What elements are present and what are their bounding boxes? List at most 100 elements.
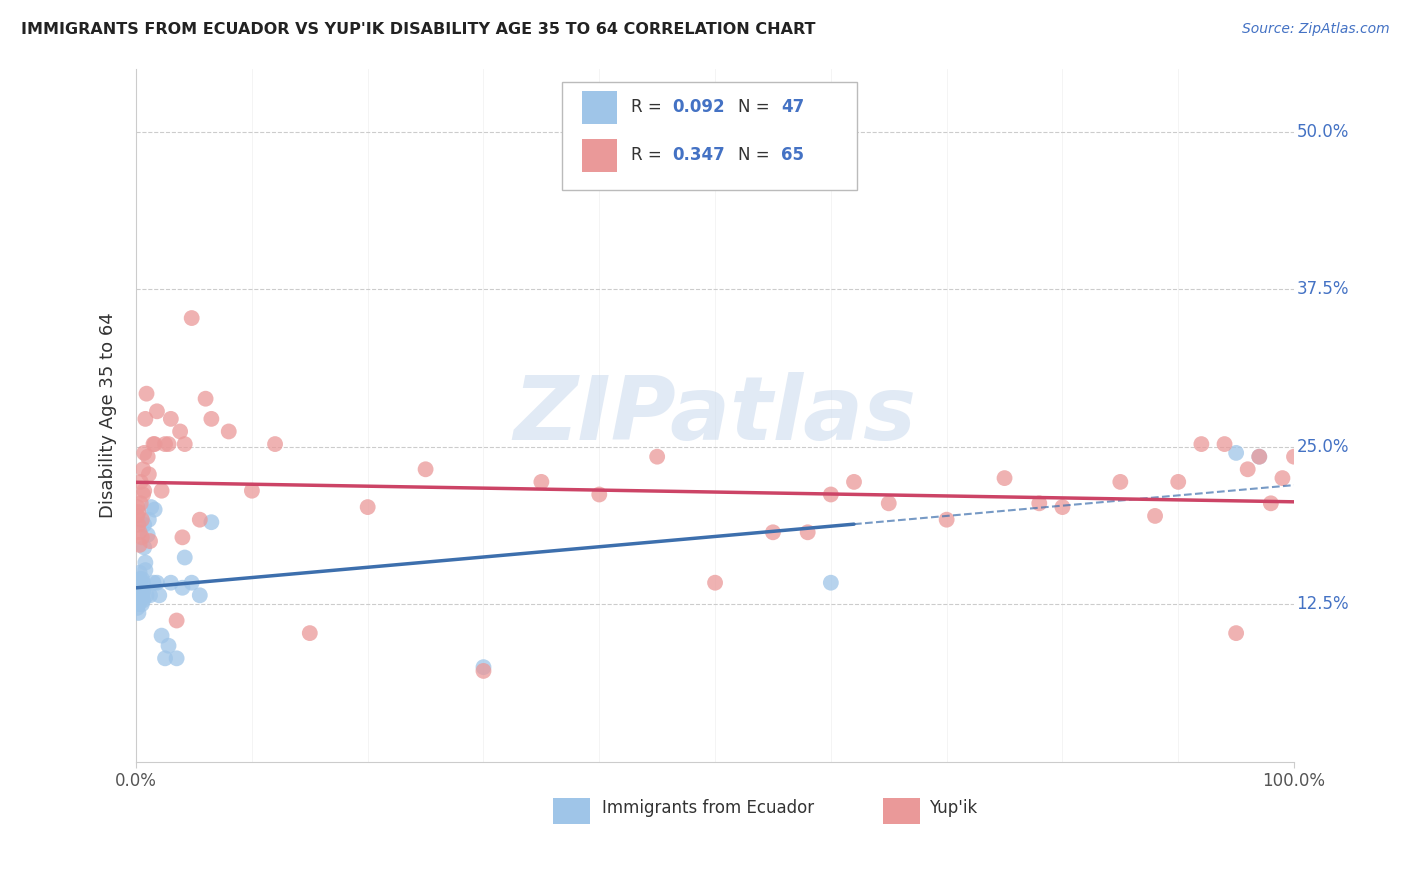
Point xyxy=(128,588,150,602)
Text: Source: ZipAtlas.com: Source: ZipAtlas.com xyxy=(1241,22,1389,37)
Point xyxy=(128,525,150,540)
Point xyxy=(588,487,610,501)
Point xyxy=(127,606,149,620)
Point xyxy=(357,500,380,514)
Point xyxy=(472,660,495,674)
Point xyxy=(1249,450,1271,464)
Point xyxy=(530,475,553,489)
Point xyxy=(148,588,170,602)
Text: IMMIGRANTS FROM ECUADOR VS YUP'IK DISABILITY AGE 35 TO 64 CORRELATION CHART: IMMIGRANTS FROM ECUADOR VS YUP'IK DISABI… xyxy=(21,22,815,37)
Text: 25.0%: 25.0% xyxy=(1296,438,1348,456)
Text: N =: N = xyxy=(738,97,775,116)
Point xyxy=(704,575,727,590)
Point xyxy=(993,471,1015,485)
Point xyxy=(136,528,159,542)
Point xyxy=(762,525,785,540)
Text: Yup'ik: Yup'ik xyxy=(929,799,977,817)
Point xyxy=(150,629,173,643)
Point xyxy=(132,462,155,476)
Point xyxy=(1236,462,1258,476)
Point xyxy=(134,446,156,460)
Point xyxy=(1225,626,1247,640)
Point xyxy=(1167,475,1189,489)
Point xyxy=(136,450,159,464)
Point xyxy=(127,500,149,514)
Point xyxy=(153,437,176,451)
Point xyxy=(138,513,160,527)
Point xyxy=(842,475,865,489)
Point xyxy=(172,581,194,595)
Point xyxy=(127,508,149,523)
Point xyxy=(128,538,150,552)
Point xyxy=(139,534,162,549)
Point xyxy=(127,588,149,602)
Point xyxy=(129,578,152,592)
Point xyxy=(200,515,222,529)
Point xyxy=(131,513,153,527)
Point xyxy=(1144,508,1167,523)
Point xyxy=(188,588,211,602)
Point xyxy=(143,437,166,451)
Point xyxy=(194,392,217,406)
Point xyxy=(127,505,149,519)
Point xyxy=(131,597,153,611)
Point xyxy=(180,311,202,326)
Point xyxy=(264,437,287,451)
FancyBboxPatch shape xyxy=(582,91,617,124)
Point xyxy=(180,575,202,590)
Point xyxy=(142,575,165,590)
Point xyxy=(129,584,152,599)
Point xyxy=(127,593,149,607)
Point xyxy=(129,593,152,607)
Point xyxy=(472,664,495,678)
Point xyxy=(1282,450,1305,464)
Point xyxy=(820,575,842,590)
Text: 0.347: 0.347 xyxy=(672,146,725,164)
Point xyxy=(132,487,155,501)
Point xyxy=(127,578,149,592)
Point xyxy=(877,496,900,510)
Point xyxy=(645,450,668,464)
Point xyxy=(1249,450,1271,464)
Point xyxy=(166,651,188,665)
Point xyxy=(131,530,153,544)
Point xyxy=(169,425,191,439)
Point xyxy=(1052,500,1074,514)
Text: Immigrants from Ecuador: Immigrants from Ecuador xyxy=(602,799,814,817)
Text: R =: R = xyxy=(630,146,666,164)
Point xyxy=(128,572,150,586)
Text: 37.5%: 37.5% xyxy=(1296,280,1348,298)
Point xyxy=(139,588,162,602)
Point xyxy=(128,581,150,595)
Point xyxy=(415,462,437,476)
Point xyxy=(218,425,240,439)
Text: R =: R = xyxy=(630,97,666,116)
Point xyxy=(160,575,183,590)
FancyBboxPatch shape xyxy=(562,82,858,190)
Text: N =: N = xyxy=(738,146,775,164)
Point xyxy=(150,483,173,498)
Point xyxy=(131,588,153,602)
Point xyxy=(135,386,157,401)
Point xyxy=(153,651,176,665)
Point xyxy=(796,525,818,540)
Point xyxy=(127,517,149,532)
Point xyxy=(820,487,842,501)
Point xyxy=(1189,437,1212,451)
Point xyxy=(935,513,957,527)
Point xyxy=(127,584,149,599)
Point xyxy=(129,475,152,489)
Point xyxy=(129,496,152,510)
Point xyxy=(134,412,156,426)
Point xyxy=(160,412,183,426)
Point xyxy=(1271,471,1294,485)
Point xyxy=(134,541,156,555)
Point xyxy=(157,639,180,653)
Point xyxy=(131,572,153,586)
Point xyxy=(1213,437,1236,451)
Point xyxy=(138,467,160,482)
Point xyxy=(188,513,211,527)
FancyBboxPatch shape xyxy=(883,797,920,824)
Point xyxy=(200,412,222,426)
Point xyxy=(143,502,166,516)
